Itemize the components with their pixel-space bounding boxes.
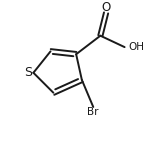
Text: O: O <box>101 1 111 14</box>
Text: OH: OH <box>128 42 144 52</box>
Text: S: S <box>24 66 32 79</box>
Text: Br: Br <box>88 107 99 117</box>
